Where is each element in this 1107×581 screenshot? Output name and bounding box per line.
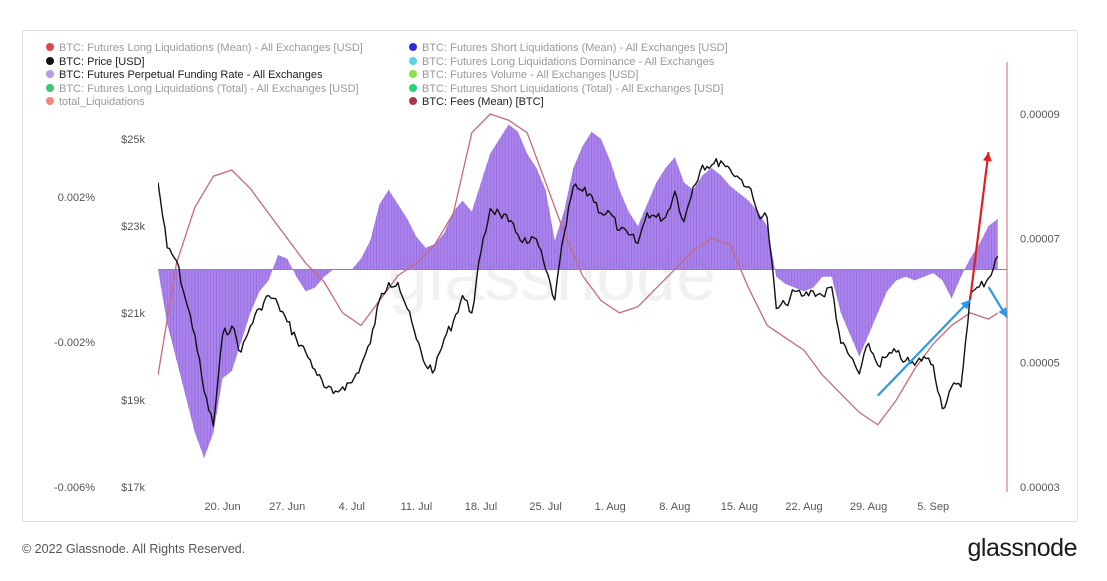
legend-dot-icon: [409, 83, 417, 92]
legend-label: BTC: Futures Perpetual Funding Rate - Al…: [59, 69, 323, 82]
arrow-head: [983, 152, 992, 162]
blue-arrow-annotation: [987, 286, 1008, 318]
legend-label: BTC: Futures Long Liquidations Dominance…: [422, 55, 715, 68]
legend-dot-icon: [46, 43, 54, 52]
legend-dot-icon: [409, 97, 417, 106]
annotations: [877, 151, 1008, 397]
legend-item[interactable]: BTC: Futures Volume - All Exchanges [USD…: [409, 68, 638, 82]
red-arrow-annotation: [969, 151, 992, 301]
x-tick-label: 20. Jun: [205, 501, 241, 513]
funding-rate-area: [158, 124, 998, 458]
brand-logo: glassnode: [967, 534, 1078, 562]
legend-dot-icon: [46, 56, 54, 65]
price-tick-label: $25k: [121, 134, 145, 146]
price-tick-label: $23k: [121, 221, 145, 233]
x-tick-label: 5. Sep: [917, 501, 949, 513]
x-tick-label: 15. Aug: [721, 501, 758, 513]
copyright: © 2022 Glassnode. All Rights Reserved.: [22, 542, 246, 556]
legend-label: BTC: Fees (Mean) [BTC]: [422, 96, 544, 109]
x-tick-label: 27. Jun: [269, 501, 305, 513]
legend-label: BTC: Futures Short Liquidations (Mean) -…: [422, 42, 728, 54]
legend-item[interactable]: total_Liquidations: [46, 95, 145, 109]
funding-tick-label: 0.002%: [58, 192, 96, 204]
legend-label: BTC: Futures Long Liquidations (Total) -…: [59, 82, 359, 95]
blue-arrow-annotation: [877, 299, 971, 397]
legend: BTC: Futures Long Liquidations (Mean) - …: [44, 41, 804, 113]
legend-label: BTC: Futures Short Liquidations (Total) …: [422, 82, 724, 95]
x-tick-label: 8. Aug: [659, 501, 690, 513]
arrow-head: [960, 299, 971, 310]
funding-rate-series: [158, 124, 1007, 458]
legend-label: BTC: Futures Volume - All Exchanges [USD…: [422, 69, 639, 82]
fees-tick-label: 0.00003: [1020, 482, 1060, 494]
legend-item[interactable]: BTC: Fees (Mean) [BTC]: [409, 95, 544, 109]
legend-dot-icon: [409, 43, 417, 52]
legend-item[interactable]: BTC: Futures Long Liquidations Dominance…: [409, 55, 714, 69]
arrow-head: [998, 307, 1007, 318]
price-tick-label: $21k: [121, 308, 145, 320]
x-tick-label: 25. Jul: [529, 501, 561, 513]
legend-item[interactable]: BTC: Futures Long Liquidations (Total) -…: [46, 82, 359, 96]
x-tick-label: 4. Jul: [339, 501, 365, 513]
price-series: [158, 158, 999, 427]
funding-tick-label: -0.002%: [54, 337, 95, 349]
legend-dot-icon: [46, 70, 54, 79]
fees-tick-label: 0.00005: [1020, 358, 1060, 370]
legend-dot-icon: [409, 70, 417, 79]
legend-dot-icon: [46, 97, 54, 106]
legend-dot-icon: [409, 56, 417, 65]
right-axis: 0.00009 0.00007 0.00005 0.00003: [1020, 109, 1060, 494]
arrow-shaft: [969, 151, 990, 301]
fees-tick-label: 0.00009: [1020, 109, 1060, 121]
x-axis: 20. Jun 27. Jun 4. Jul 11. Jul 18. Jul 25. Ju…: [205, 501, 950, 513]
left-axes: $25k $23k $21k $19k $17k 0.002% -0.002% -0.006%: [54, 134, 145, 494]
funding-tick-label: -0.006%: [54, 482, 95, 494]
price-line: [158, 158, 999, 427]
legend-item[interactable]: BTC: Price [USD]: [46, 55, 145, 69]
x-tick-label: 18. Jul: [465, 501, 497, 513]
x-tick-label: 1. Aug: [595, 501, 626, 513]
legend-dot-icon: [46, 83, 54, 92]
legend-item[interactable]: BTC: Futures Perpetual Funding Rate - Al…: [46, 68, 323, 82]
arrow-shaft: [877, 299, 971, 397]
legend-label: BTC: Price [USD]: [59, 55, 145, 68]
legend-item[interactable]: BTC: Futures Long Liquidations (Mean) - …: [46, 41, 363, 55]
fees-series: [158, 113, 999, 426]
x-tick-label: 29. Aug: [850, 501, 887, 513]
price-tick-label: $17k: [121, 482, 145, 494]
fees-tick-label: 0.00007: [1020, 233, 1060, 245]
legend-label: BTC: Futures Long Liquidations (Mean) - …: [59, 42, 363, 54]
legend-label: total_Liquidations: [59, 96, 145, 109]
x-tick-label: 11. Jul: [401, 501, 433, 513]
legend-item[interactable]: BTC: Futures Short Liquidations (Mean) -…: [409, 41, 728, 55]
price-tick-label: $19k: [121, 395, 145, 407]
legend-item[interactable]: BTC: Futures Short Liquidations (Total) …: [409, 82, 723, 96]
fees-line: [158, 113, 999, 426]
x-tick-label: 22. Aug: [785, 501, 822, 513]
